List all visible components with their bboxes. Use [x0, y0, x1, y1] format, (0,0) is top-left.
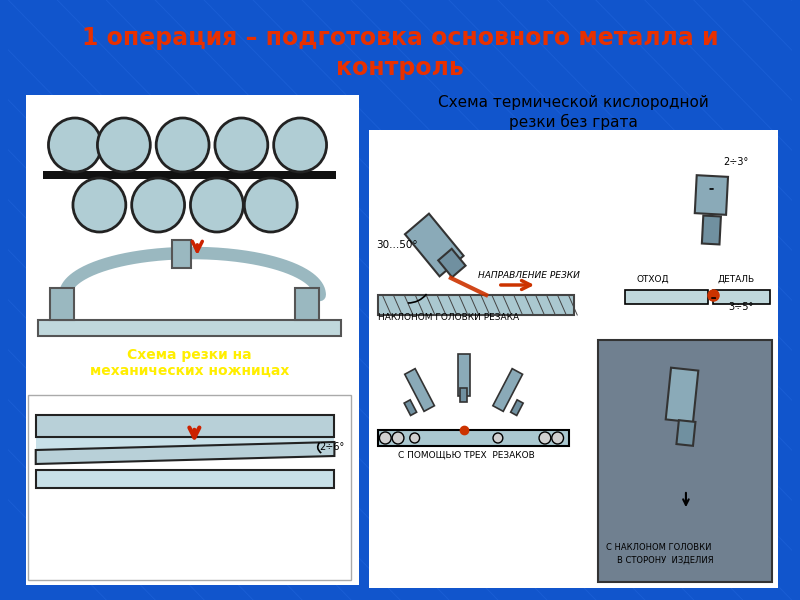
Text: 2÷6°: 2÷6°	[320, 442, 345, 452]
Circle shape	[274, 118, 326, 172]
Text: резки без грата: резки без грата	[509, 114, 638, 130]
Text: С ПОМОЩЬЮ ТРЕХ  РЕЗАКОВ: С ПОМОЩЬЮ ТРЕХ РЕЗАКОВ	[398, 451, 534, 460]
Text: 30...50°: 30...50°	[377, 240, 418, 250]
Text: ДЕТАЛЬ: ДЕТАЛЬ	[718, 275, 754, 284]
Bar	[378, 295, 574, 315]
Polygon shape	[405, 368, 434, 412]
Circle shape	[379, 432, 391, 444]
Bar	[598, 340, 772, 582]
Polygon shape	[702, 215, 721, 244]
Circle shape	[98, 118, 150, 172]
Bar	[36, 470, 334, 488]
Circle shape	[49, 118, 102, 172]
Circle shape	[552, 432, 563, 444]
Bar	[28, 395, 351, 580]
Circle shape	[190, 178, 243, 232]
Text: НАПРАВЛЕНИЕ РЕЗКИ: НАПРАВЛЕНИЕ РЕЗКИ	[478, 271, 580, 280]
Polygon shape	[510, 400, 523, 415]
Circle shape	[73, 178, 126, 232]
Bar	[626, 290, 709, 304]
Circle shape	[392, 432, 404, 444]
Polygon shape	[677, 420, 695, 446]
Bar	[26, 95, 359, 585]
Polygon shape	[438, 249, 466, 277]
Polygon shape	[405, 214, 463, 277]
Circle shape	[539, 432, 550, 444]
Text: НАКЛОНОМ ГОЛОВКИ РЕЗАКА: НАКЛОНОМ ГОЛОВКИ РЕЗАКА	[378, 313, 519, 322]
Text: С НАКЛОНОМ ГОЛОВКИ: С НАКЛОНОМ ГОЛОВКИ	[606, 543, 711, 552]
Bar	[38, 320, 342, 336]
Circle shape	[410, 433, 419, 443]
Polygon shape	[460, 388, 467, 402]
Circle shape	[493, 433, 503, 443]
Circle shape	[156, 118, 209, 172]
Text: контроль: контроль	[336, 56, 464, 80]
Polygon shape	[694, 175, 728, 215]
Bar	[50, 288, 74, 320]
Bar	[295, 288, 318, 320]
Bar	[36, 415, 334, 437]
Polygon shape	[404, 400, 417, 415]
Bar	[42, 171, 336, 179]
Polygon shape	[493, 368, 522, 412]
Circle shape	[244, 178, 297, 232]
Text: ОТХОД: ОТХОД	[637, 275, 670, 284]
Polygon shape	[36, 442, 334, 464]
Polygon shape	[458, 354, 470, 396]
Polygon shape	[666, 368, 698, 422]
Text: 2÷3°: 2÷3°	[723, 157, 748, 167]
Bar	[369, 130, 778, 588]
Bar	[714, 290, 770, 304]
Bar	[172, 240, 191, 268]
Text: В СТОРОНУ  ИЗДЕЛИЯ: В СТОРОНУ ИЗДЕЛИЯ	[618, 556, 714, 565]
Bar	[378, 430, 570, 446]
Text: Схема резки на
механических ножницах: Схема резки на механических ножницах	[90, 348, 289, 378]
Text: 1 операция – подготовка основного металла и: 1 операция – подготовка основного металл…	[82, 26, 718, 50]
Polygon shape	[36, 437, 334, 450]
Text: 3÷5°: 3÷5°	[728, 302, 754, 312]
Circle shape	[215, 118, 268, 172]
Text: Схема термической кислородной: Схема термической кислородной	[438, 95, 709, 110]
Circle shape	[132, 178, 185, 232]
